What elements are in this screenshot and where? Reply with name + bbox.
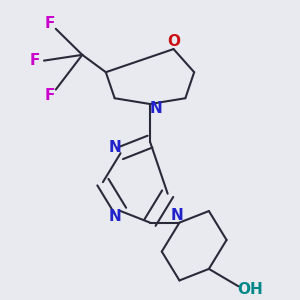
Text: OH: OH: [237, 282, 263, 297]
Text: N: N: [170, 208, 183, 223]
Text: O: O: [167, 34, 180, 49]
Text: N: N: [149, 101, 162, 116]
Text: F: F: [45, 88, 55, 103]
Text: N: N: [108, 140, 121, 155]
Text: F: F: [45, 16, 55, 31]
Text: N: N: [108, 209, 121, 224]
Text: F: F: [30, 53, 40, 68]
